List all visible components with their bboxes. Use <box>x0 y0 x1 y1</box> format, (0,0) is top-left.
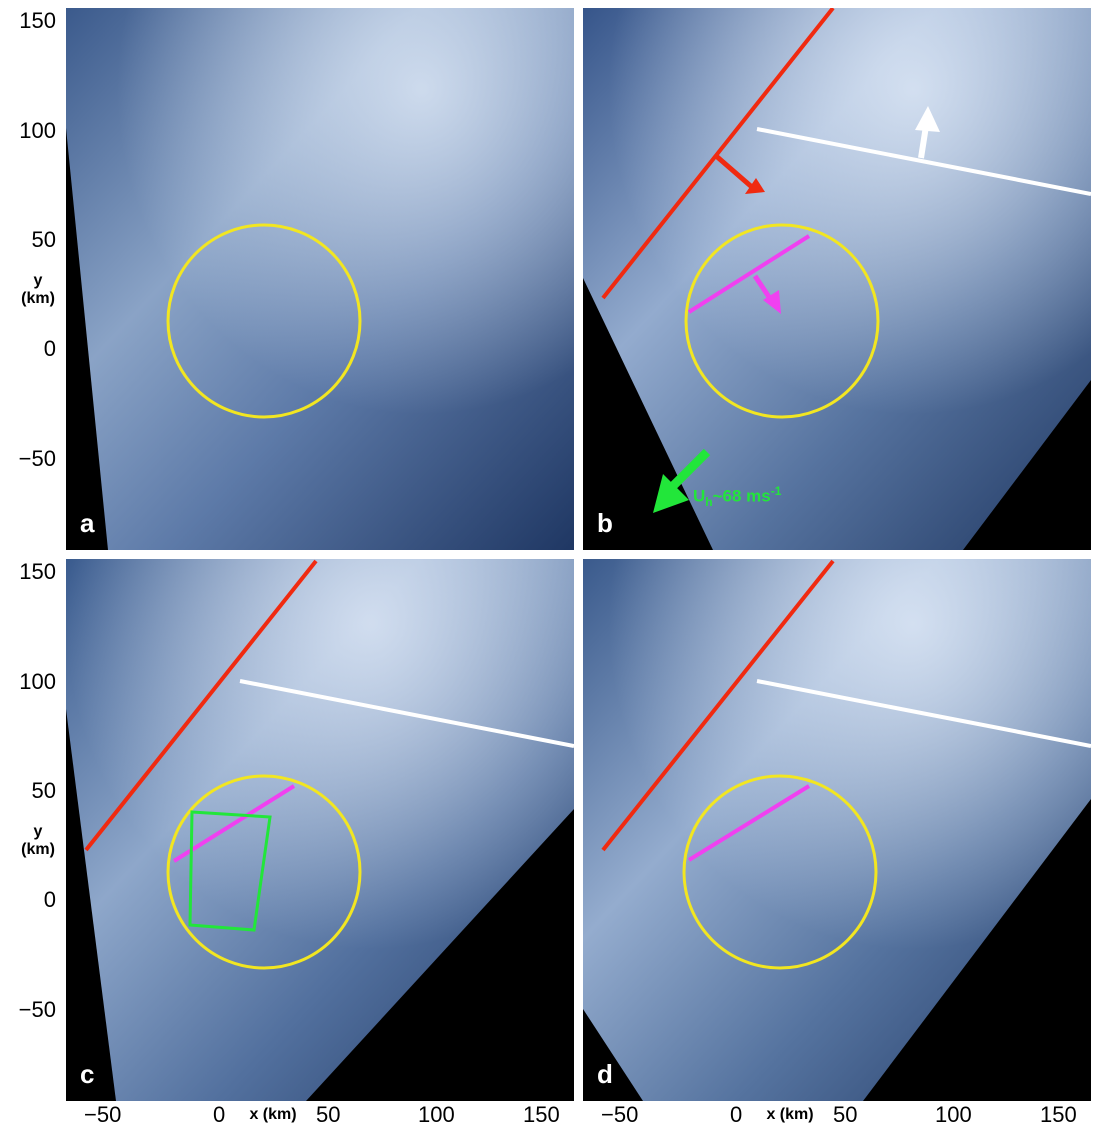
mask-right <box>963 380 1091 550</box>
red-arrow-shaft <box>713 153 755 190</box>
red-line <box>601 559 835 852</box>
panel-d: d <box>583 559 1091 1101</box>
y-axis-label-line2: (km) <box>21 841 55 858</box>
yellow-circle <box>684 223 880 419</box>
white-line <box>239 679 574 748</box>
x-axis-label: x (km) <box>249 1106 297 1123</box>
y-axis-label-line1: y <box>33 823 43 840</box>
y-axis-label-line2: (km) <box>21 290 55 307</box>
wind-subscript: h <box>705 495 713 510</box>
y-tick: 50 <box>31 778 56 803</box>
green-box <box>188 810 272 932</box>
x-axis-label: x (km) <box>766 1106 814 1123</box>
mask-left <box>66 709 116 1101</box>
y-tick: −50 <box>18 446 56 471</box>
x-tick: 100 <box>935 1102 972 1127</box>
white-line <box>756 679 1091 748</box>
x-tick: 50 <box>833 1102 858 1127</box>
panel-letter: b <box>597 508 613 538</box>
y-tick: 0 <box>43 887 56 912</box>
y-tick: 100 <box>19 669 56 694</box>
panel-letter: c <box>80 1059 95 1089</box>
panel-letter: d <box>597 1059 613 1089</box>
green-arrow-shaft <box>669 448 711 490</box>
x-tick: −50 <box>601 1102 639 1127</box>
y-axis-label: y (km) <box>18 272 58 308</box>
yellow-circle <box>682 774 878 970</box>
panel-d-image <box>583 559 1091 1101</box>
x-tick: 150 <box>1040 1102 1077 1127</box>
y-tick: −50 <box>18 997 56 1022</box>
wind-speed-label: Uh~68 ms-1 <box>693 484 781 509</box>
x-tick: −50 <box>84 1102 122 1127</box>
mask-left <box>66 128 108 550</box>
panel-a-image <box>66 8 574 550</box>
x-tick: 50 <box>316 1102 341 1127</box>
mask-right <box>306 809 574 1101</box>
y-tick: 100 <box>19 118 56 143</box>
yellow-circle <box>166 774 362 970</box>
white-arrow-shaft <box>918 125 929 159</box>
panel-letter: a <box>80 508 95 538</box>
x-tick: 0 <box>730 1102 743 1127</box>
panel-b-image <box>583 8 1091 550</box>
y-tick: 150 <box>19 8 56 33</box>
y-axis-label-line1: y <box>33 272 43 289</box>
magenta-arrow-icon <box>763 290 781 314</box>
magenta-line <box>172 784 296 863</box>
wind-value: ~68 ms <box>712 486 771 506</box>
panel-c: c <box>66 559 574 1101</box>
y-tick: 50 <box>31 227 56 252</box>
mask-right <box>863 799 1091 1101</box>
x-tick: 150 <box>523 1102 560 1127</box>
y-axis-label: y (km) <box>18 823 58 859</box>
magenta-line <box>687 234 811 314</box>
white-line <box>756 127 1091 196</box>
red-line <box>84 559 318 852</box>
red-arrow-icon <box>745 178 765 194</box>
panel-c-image <box>66 559 574 1101</box>
magenta-arrow-shaft <box>752 274 774 302</box>
x-tick: 0 <box>213 1102 226 1127</box>
y-tick: 0 <box>43 336 56 361</box>
wind-symbol: U <box>693 486 706 506</box>
panel-b: b Uh~68 ms-1 <box>583 8 1091 550</box>
white-arrow-icon <box>915 106 940 132</box>
red-line <box>601 8 835 300</box>
y-tick: 150 <box>19 559 56 584</box>
panel-a: a <box>66 8 574 550</box>
magenta-line <box>687 784 811 862</box>
x-tick: 100 <box>418 1102 455 1127</box>
mask-left <box>583 1009 643 1101</box>
wind-superscript: -1 <box>770 484 782 498</box>
green-arrow-icon <box>653 474 689 513</box>
yellow-circle <box>166 223 362 419</box>
